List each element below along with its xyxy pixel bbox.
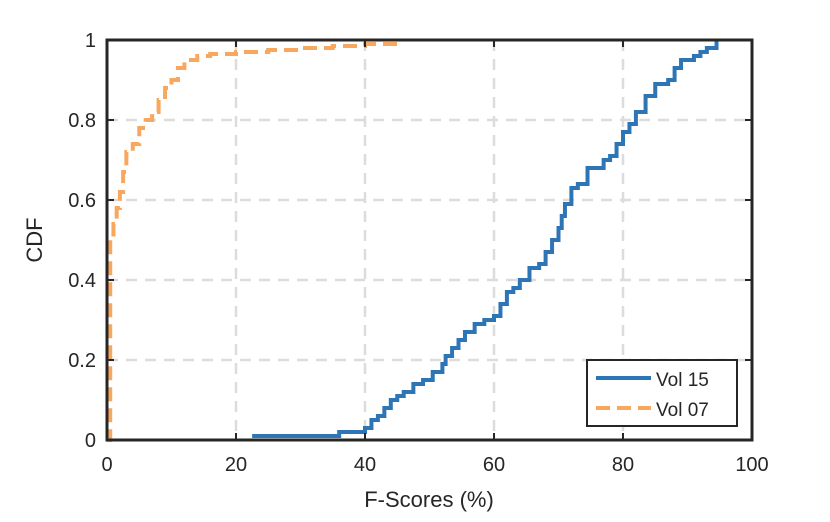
y-tick-label: 1 xyxy=(85,30,96,52)
x-tick-label: 80 xyxy=(612,454,634,476)
legend-label-vol-07: Vol 07 xyxy=(656,400,709,421)
y-axis-label: CDF xyxy=(22,217,47,262)
series-lines xyxy=(107,40,719,442)
y-tick-label: 0.2 xyxy=(68,350,96,372)
x-tick-label: 60 xyxy=(483,454,505,476)
series-line-vol-07 xyxy=(107,40,400,442)
x-tick-label: 20 xyxy=(225,454,247,476)
y-tick-label: 0.8 xyxy=(68,110,96,132)
plot-frame xyxy=(105,38,754,442)
x-tick-label: 100 xyxy=(735,454,768,476)
y-tick-label: 0.4 xyxy=(68,270,96,292)
x-axis-label: F-Scores (%) xyxy=(364,487,494,512)
x-tick-label: 40 xyxy=(354,454,376,476)
legend-box xyxy=(586,359,738,427)
ticks: 0 20 40 60 80 100 0 0.2 0.4 0.6 0.8 1 xyxy=(68,30,769,476)
y-tick-label: 0 xyxy=(85,430,96,452)
y-tick-label: 0.6 xyxy=(68,190,96,212)
x-tick-label: 0 xyxy=(101,454,112,476)
series-line-vol-15 xyxy=(252,40,719,438)
legend-label-vol-15: Vol 15 xyxy=(656,370,709,391)
legend: Vol 15 Vol 07 xyxy=(586,359,738,427)
